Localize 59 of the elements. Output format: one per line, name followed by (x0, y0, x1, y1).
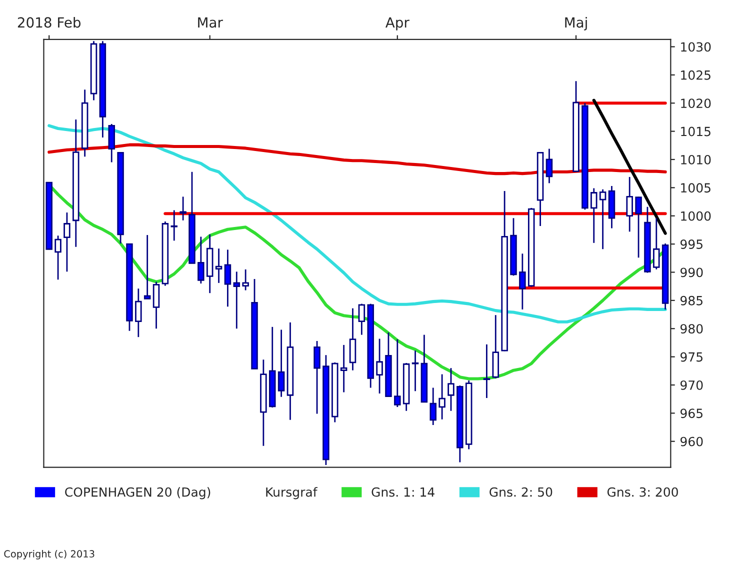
candlestick (198, 236, 204, 284)
candlestick (349, 308, 356, 372)
candlestick (448, 367, 454, 412)
candlestick (546, 148, 553, 184)
candlestick (135, 288, 142, 338)
y-tick-label: 980 (680, 324, 703, 334)
x-tick-label: Apr (385, 17, 410, 30)
y-tick-label: 960 (680, 436, 703, 446)
candlestick (108, 123, 115, 163)
candlestick (224, 248, 232, 308)
candlestick (233, 270, 240, 330)
y-tick-label: 1025 (681, 70, 710, 80)
legend-label: Gns. 3: 200 (607, 487, 678, 497)
candlestick (180, 196, 186, 222)
candlestick (483, 344, 490, 399)
legend-title: Kursgraf (266, 487, 318, 500)
candlestick (242, 268, 249, 291)
candlestick (278, 329, 285, 398)
y-tick-label: 970 (680, 380, 703, 390)
candlestick (144, 234, 151, 300)
candlestick (590, 188, 598, 244)
candlestick (64, 212, 70, 272)
y-tick-label: 990 (680, 268, 703, 278)
y-tick-label: 1020 (681, 98, 711, 108)
candlestick (215, 248, 222, 284)
y-tick-label: 1030 (681, 42, 711, 52)
candlestick (430, 387, 436, 426)
text: Copyright (c) 2013 (4, 550, 94, 560)
y-tick-label: 1005 (681, 183, 710, 193)
candlestick (314, 340, 320, 414)
candlestick (358, 303, 366, 336)
y-tick-label: 975 (680, 352, 702, 362)
legend-label: COPENHAGEN 20 (Dag) (65, 487, 210, 500)
candlestick (54, 234, 62, 280)
y-tick-label: 1010 (681, 154, 711, 164)
x-tick-label: Maj (565, 16, 587, 30)
candlestick (340, 344, 348, 394)
y-tick-label: 1000 (681, 211, 711, 221)
line-series (48, 124, 667, 324)
y-tick-label: 995 (680, 240, 702, 249)
legend-label: Gns. 2: 50 (490, 487, 552, 497)
x-tick-label: 2018 Feb (18, 16, 81, 28)
candlestick (170, 210, 178, 242)
y-tick-label: 985 (680, 296, 702, 306)
line-series (592, 98, 667, 235)
legend-label: Gns. 1: 14 (372, 487, 434, 497)
candlestick (412, 350, 419, 392)
candlestick (394, 338, 401, 408)
y-tick-label: 1015 (681, 126, 710, 136)
candlestick (152, 281, 160, 330)
candlestick (635, 196, 642, 258)
x-tick-label: Mar (198, 17, 223, 28)
y-tick-label: 965 (680, 408, 702, 418)
candlestick (519, 252, 526, 310)
candlestick (653, 217, 660, 270)
candlestick (599, 188, 606, 250)
candlestick (376, 338, 383, 394)
candlestick (438, 374, 446, 420)
candlestick (626, 176, 633, 232)
